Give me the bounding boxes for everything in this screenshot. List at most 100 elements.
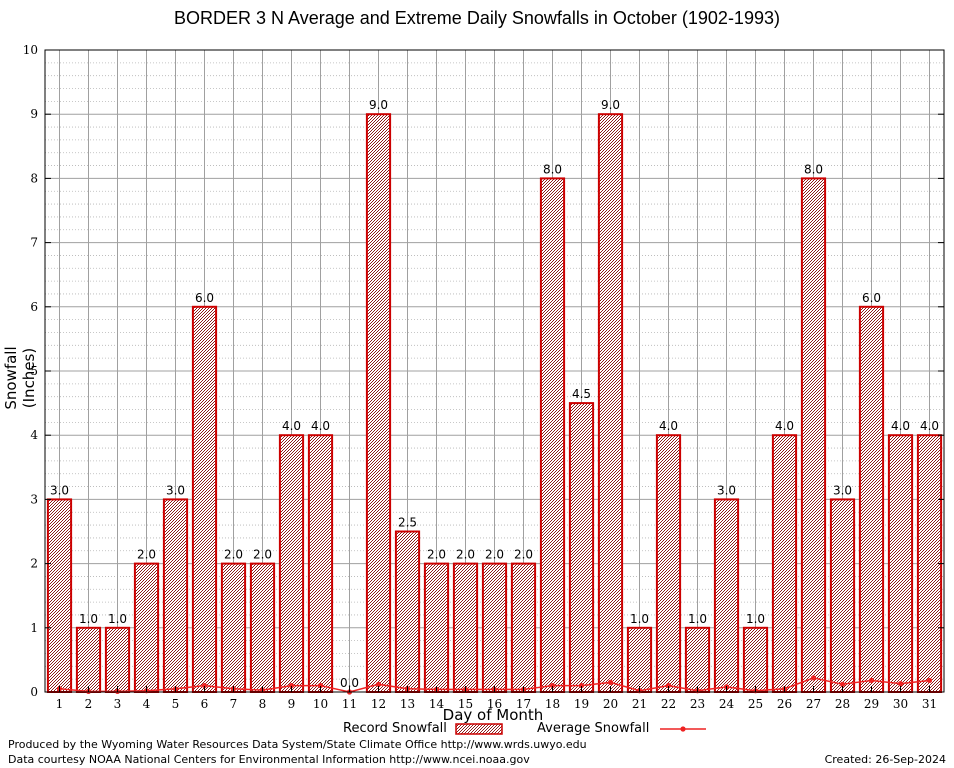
bar-record-day-7 [220, 562, 247, 693]
x-tick-label: 26 [777, 697, 792, 711]
bar-value-label: 1.0 [746, 612, 765, 626]
bar-value-label: 2.0 [137, 548, 156, 562]
bar-value-label: 4.0 [311, 419, 330, 433]
bar-value-label: 2.0 [253, 548, 272, 562]
bar-value-label: 4.0 [775, 419, 794, 433]
bar-record-day-16 [481, 562, 508, 693]
x-tick-label: 24 [719, 697, 735, 711]
bar-record-day-6 [191, 305, 218, 693]
bar-record-day-15 [452, 562, 479, 693]
bar-value-label: 3.0 [166, 483, 185, 497]
bar-value-label: 6.0 [862, 291, 881, 305]
x-tick-label: 23 [690, 697, 705, 711]
average-point-day-18 [549, 682, 556, 689]
x-tick-label: 5 [172, 697, 180, 711]
x-tick-label: 12 [371, 697, 386, 711]
bar-value-label: 2.0 [514, 548, 533, 562]
y-tick-label: 2 [30, 557, 38, 571]
y-tick-label: 6 [30, 300, 38, 314]
x-tick-label: 17 [516, 697, 531, 711]
average-point-day-29 [868, 677, 875, 684]
bar-value-label: 3.0 [50, 483, 69, 497]
bar-record-day-24 [713, 498, 740, 693]
x-tick-label: 6 [201, 697, 209, 711]
y-tick-label: 1 [30, 621, 38, 635]
y-tick-label: 9 [30, 107, 38, 121]
y-tick-label: 3 [30, 492, 38, 506]
x-tick-label: 14 [429, 697, 445, 711]
average-point-day-27 [810, 675, 817, 681]
bar-value-label: 1.0 [79, 612, 98, 626]
legend-average-label: Average Snowfall [537, 721, 650, 736]
bar-record-day-12 [365, 113, 392, 693]
bar-record-day-26 [771, 434, 798, 693]
x-tick-label: 31 [922, 697, 937, 711]
bar-record-day-14 [423, 562, 450, 693]
average-point-day-31 [926, 677, 933, 684]
bar-record-day-4 [133, 562, 160, 693]
x-tick-label: 2 [85, 697, 93, 711]
x-tick-label: 16 [487, 697, 502, 711]
bar-record-day-20 [597, 113, 624, 693]
x-tick-label: 3 [114, 697, 122, 711]
credit-line-1: Produced by the Wyoming Water Resources … [8, 738, 587, 751]
x-tick-label: 13 [400, 697, 415, 711]
bar-value-label: 2.0 [427, 548, 446, 562]
x-tick-label: 18 [545, 697, 560, 711]
bar-value-label: 2.0 [485, 548, 504, 562]
bar-value-label: 0.0 [340, 676, 359, 690]
bar-value-label: 4.5 [572, 387, 591, 401]
x-tick-label: 30 [893, 697, 908, 711]
bar-value-label: 3.0 [717, 483, 736, 497]
bar-value-label: 1.0 [630, 612, 649, 626]
x-tick-label: 19 [574, 697, 589, 711]
average-point-day-30 [897, 681, 904, 687]
average-point-day-22 [665, 682, 672, 689]
x-tick-label: 20 [603, 697, 618, 711]
x-tick-label: 8 [259, 697, 267, 711]
bar-value-label: 9.0 [601, 98, 620, 112]
bar-value-label: 6.0 [195, 291, 214, 305]
y-tick-label: 4 [30, 428, 38, 442]
bar-record-day-2 [75, 626, 102, 693]
bar-record-day-19 [568, 402, 595, 693]
legend-record-swatch [455, 723, 503, 735]
bar-value-label: 4.0 [891, 419, 910, 433]
bar-record-day-21 [626, 626, 653, 693]
bar-value-label: 4.0 [920, 419, 939, 433]
bar-record-day-17 [510, 562, 537, 693]
y-tick-label: 8 [30, 171, 38, 185]
average-point-day-10 [317, 682, 324, 689]
bar-record-day-10 [307, 434, 334, 693]
bar-record-day-23 [684, 626, 711, 693]
bar-record-day-3 [104, 626, 131, 693]
bar-value-label: 9.0 [369, 98, 388, 112]
bar-record-day-25 [742, 626, 769, 693]
bar-record-day-30 [887, 434, 914, 693]
bar-value-label: 3.0 [833, 483, 852, 497]
bar-value-label: 8.0 [543, 162, 562, 176]
average-point-day-9 [288, 682, 295, 689]
x-tick-label: 11 [342, 697, 357, 711]
chart-title: BORDER 3 N Average and Extreme Daily Sno… [174, 8, 780, 28]
y-tick-label: 10 [23, 43, 38, 57]
bar-value-label: 2.0 [456, 548, 475, 562]
bar-record-day-9 [278, 434, 305, 693]
bar-record-day-18 [539, 177, 566, 693]
x-tick-label: 25 [748, 697, 763, 711]
x-tick-label: 10 [313, 697, 328, 711]
bar-record-day-22 [655, 434, 682, 693]
average-point-day-28 [839, 681, 846, 687]
bar-value-label: 8.0 [804, 162, 823, 176]
created-date: Created: 26-Sep-2024 [824, 753, 946, 766]
y-tick-label: 7 [30, 236, 38, 250]
legend-average-marker [680, 726, 686, 732]
bar-record-day-5 [162, 498, 189, 693]
legend-record-label: Record Snowfall [343, 721, 447, 736]
x-tick-label: 29 [864, 697, 879, 711]
bar-record-day-31 [916, 434, 943, 693]
x-tick-label: 9 [288, 697, 296, 711]
x-tick-label: 27 [806, 697, 821, 711]
x-tick-label: 4 [143, 697, 151, 711]
bar-record-day-8 [249, 562, 276, 693]
